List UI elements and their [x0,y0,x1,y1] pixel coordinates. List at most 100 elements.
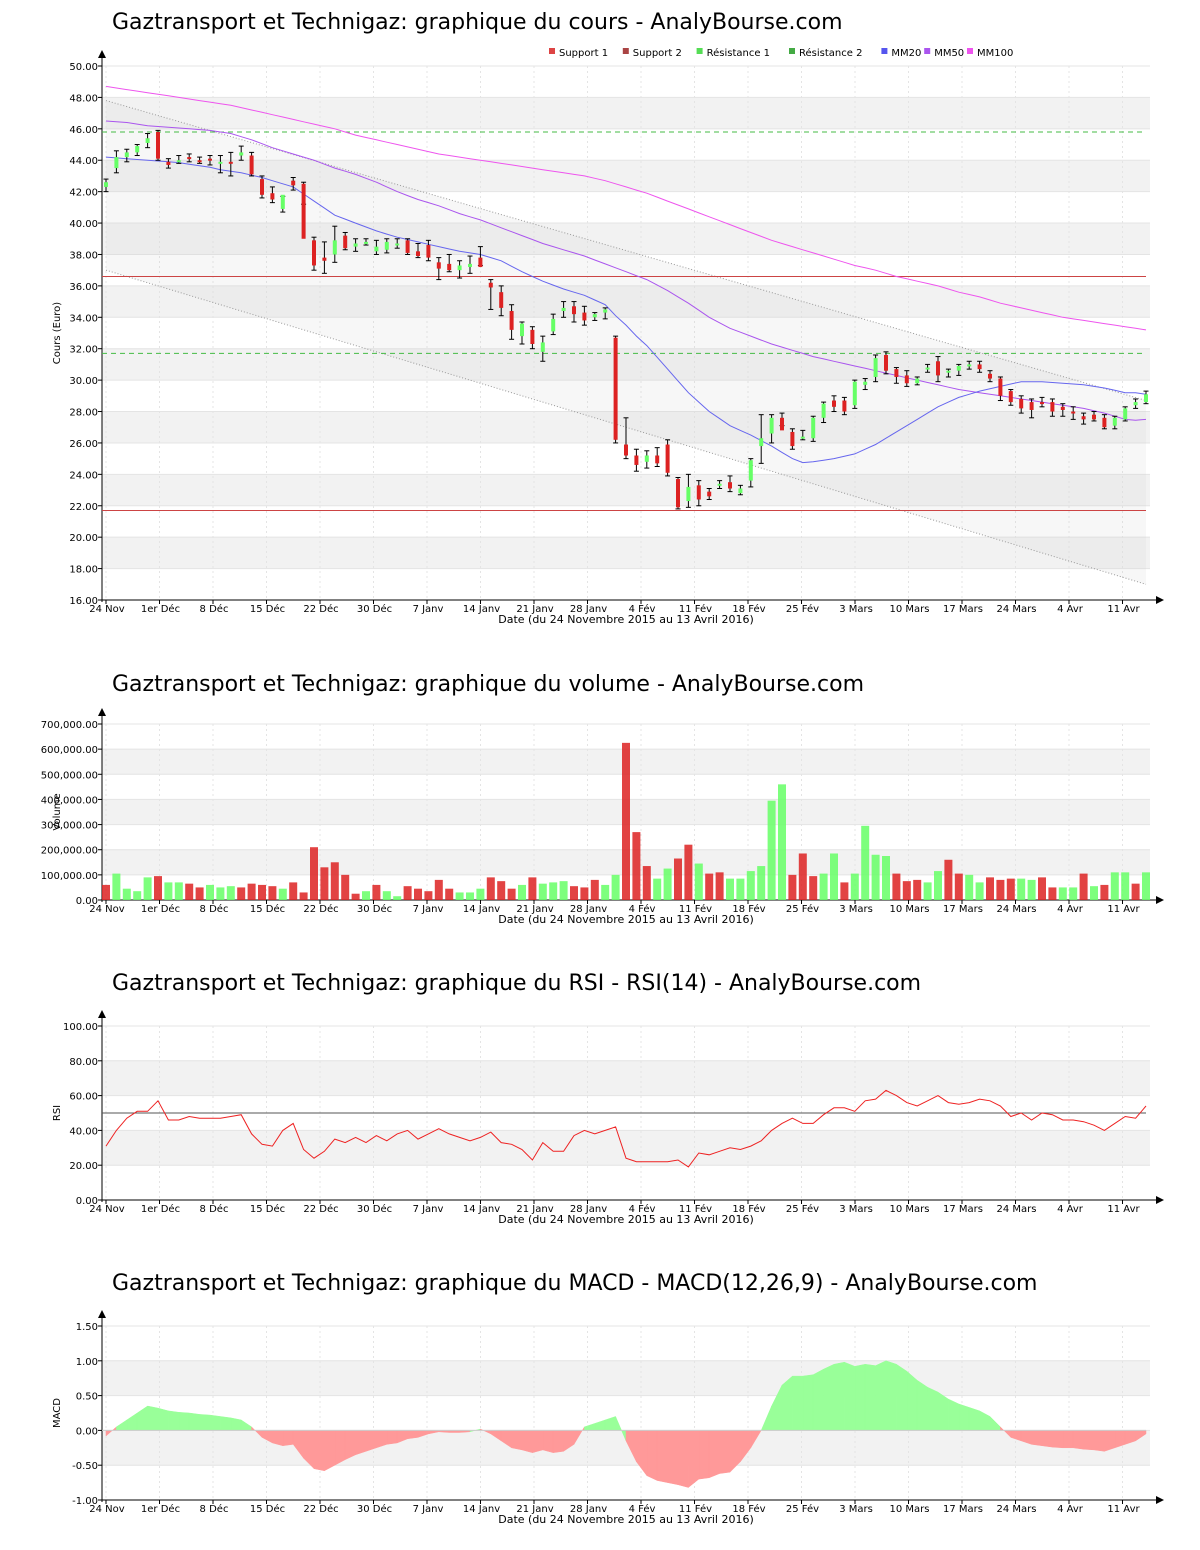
x-tick-label: 15 Déc [250,1503,285,1515]
x-tick-label: 11 Fév [679,1503,712,1515]
candle-body [1081,416,1086,420]
candle-body [613,337,618,440]
y-tick-label: 100,000.00 [41,871,98,882]
x-tick-label: 8 Déc [200,903,229,915]
volume-bar [1131,883,1140,900]
candle-body [925,367,930,370]
macd-area-segment [760,1405,772,1431]
candle-body [312,240,316,266]
candle-body [114,157,119,169]
y-axis-label: RSI [52,1105,63,1121]
volume-bar [455,892,464,900]
macd-area-segment [594,1419,606,1431]
candle-body [426,245,431,258]
x-tick-label: 21 Janv [516,1504,553,1515]
volume-bar [570,886,578,900]
candle-body [572,306,576,315]
volume-bar [414,888,422,900]
volume-bar [850,873,859,900]
candle-body [249,155,254,175]
volume-bar [362,891,370,900]
macd-area-segment [116,1419,128,1431]
x-tick-label: 17 Mars [943,1504,983,1515]
legend-entry: Support 2 [633,48,682,59]
y-tick-label: 700,000.00 [41,720,98,731]
candle-body [582,312,587,321]
volume-bar [528,877,537,900]
macd-area-segment [812,1368,824,1431]
candle-body [821,403,826,418]
y-tick-label: -1.00 [72,1496,98,1507]
candle-body [384,241,389,250]
volume-bar [1048,887,1057,900]
volume-bar [726,878,734,900]
y-tick-label: -0.50 [72,1461,98,1472]
volume-bar [434,879,443,900]
macd-area-segment [729,1430,741,1473]
x-tick-label: 4 Fév [629,903,656,915]
macd-area-segment [604,1416,616,1431]
x-tick-label: 24 Mars [997,1204,1037,1215]
candle-body [769,417,774,434]
macd-area-segment [646,1430,658,1481]
x-tick-label: 21 Janv [516,1204,553,1215]
volume-bar [466,892,474,900]
x-tick-label: 4 Avr [1057,904,1084,915]
volume-bar [944,859,953,900]
candle-body [176,160,181,163]
x-tick-label: 11 Avr [1107,904,1140,915]
candle-body [343,235,348,249]
candle-body [1102,417,1107,428]
macd-area-segment [885,1360,897,1431]
candle-body [676,479,680,508]
x-axis-label: Date (du 24 Novembre 2015 au 13 Avril 20… [498,1213,754,1226]
macd-area-segment [365,1430,377,1452]
volume-bar [601,884,610,900]
candle-body [436,262,441,269]
macd-area-segment [958,1403,970,1431]
candle-body [728,482,732,489]
y-tick-label: 26.00 [69,439,98,450]
candle-body [1040,402,1044,405]
candle-body [280,194,285,209]
volume-bar [590,879,599,900]
candle-body [603,309,608,313]
y-tick-label: 42.00 [69,188,98,199]
volume-bar [247,883,256,900]
x-tick-label: 24 Nov [89,904,125,915]
candle-body [364,241,368,244]
legend-swatch [967,48,973,54]
candle-body [1008,391,1013,403]
legend-swatch [924,48,931,54]
x-tick-label: 10 Mars [890,1204,930,1215]
macd-area-segment [875,1360,887,1431]
candle-body [416,251,420,257]
volume-bar [663,868,672,900]
macd-area-segment [355,1430,367,1456]
candle-body [374,246,379,252]
candle-body [218,161,223,164]
macd-area-segment [802,1374,814,1431]
y-tick-label: 400,000.00 [41,795,98,806]
volume-bar [778,784,786,900]
candle-body [738,488,743,494]
volume-bar [445,888,454,900]
candle-body [1019,398,1024,409]
macd-area-segment [698,1430,710,1480]
y-tick-label: 20.00 [69,533,98,544]
x-tick-label: 11 Avr [1107,604,1140,615]
volume-bar [954,873,963,900]
volume-bar [965,874,974,900]
volume-bar [1142,872,1150,900]
volume-bar [507,888,516,900]
macd-area-segment [854,1363,866,1431]
x-tick-label: 22 Déc [303,903,338,915]
y-tick-label: 16.00 [69,596,98,607]
candle-body [1071,411,1076,414]
x-tick-label: 4 Fév [629,1203,656,1215]
y-tick-label: 32.00 [69,345,98,356]
legend-swatch [881,48,888,54]
x-tick-label: 22 Déc [303,1203,338,1215]
y-tick-label: 0.00 [76,1426,98,1437]
legend-swatch [622,48,629,54]
